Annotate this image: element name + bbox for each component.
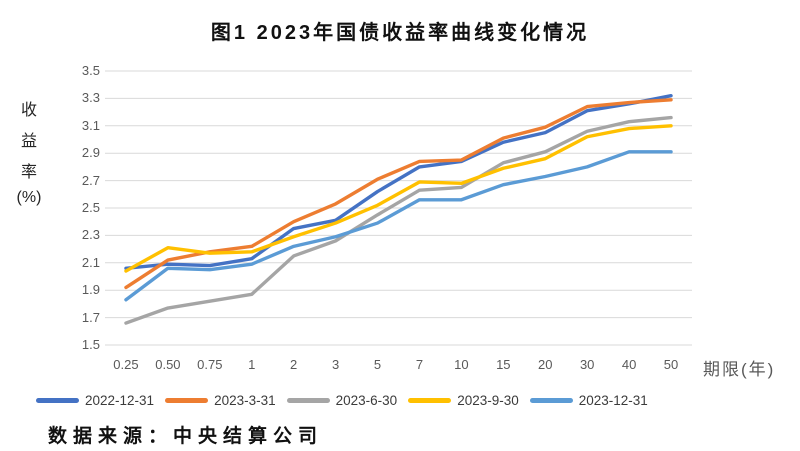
y-tick-label: 3.1 xyxy=(81,117,100,133)
y-tick-label: 2.7 xyxy=(81,172,100,188)
y-tick-label: 3.3 xyxy=(81,90,100,106)
data-source-note: 数据来源：中央结算公司 xyxy=(48,426,324,447)
legend-label: 2023-6-30 xyxy=(335,393,398,408)
y-axis-title-line: 率 xyxy=(20,164,37,181)
x-tick-label: 1 xyxy=(248,357,256,372)
legend-label: 2023-3-31 xyxy=(214,393,276,408)
legend-line-marker xyxy=(529,398,573,403)
legend-line-marker xyxy=(286,398,330,403)
series-line-2022-12-31 xyxy=(124,93,673,270)
x-tick-label: 2 xyxy=(290,357,298,372)
x-tick-label: 40 xyxy=(621,357,637,372)
x-tick-label: 30 xyxy=(579,357,595,372)
legend-line-marker xyxy=(408,398,452,403)
legend-item-2023-6-30: 2023-6-30 xyxy=(286,393,398,408)
x-tick-label: 0.50 xyxy=(155,357,181,372)
y-tick-label: 1.7 xyxy=(81,309,100,325)
legend-line-marker xyxy=(165,398,209,403)
x-tick-label: 0.25 xyxy=(113,357,139,372)
legend-label: 2023-12-31 xyxy=(578,393,648,408)
x-tick-label: 10 xyxy=(454,357,469,372)
y-axis-title: 收 益 率 (%) xyxy=(12,96,46,207)
series-line-2023-6-30 xyxy=(124,115,673,325)
x-tick-label: 3 xyxy=(331,357,340,372)
legend-label: 2023-9-30 xyxy=(457,393,519,408)
y-axis-title-line: 益 xyxy=(20,133,37,150)
legend-item-2022-12-31: 2022-12-31 xyxy=(36,393,154,408)
legend-line-marker xyxy=(36,398,79,403)
y-axis-title-line: (%) xyxy=(16,189,42,206)
y-tick-label: 2.1 xyxy=(81,254,100,270)
x-tick-label: 5 xyxy=(373,357,382,372)
y-tick-label: 2.5 xyxy=(81,200,100,215)
legend-item-2023-3-31: 2023-3-31 xyxy=(165,393,276,408)
chart-title: 图1 2023年国债收益率曲线变化情况 xyxy=(210,22,590,44)
series-line-2023-12-31 xyxy=(124,150,673,302)
y-tick-label: 1.5 xyxy=(81,337,100,352)
x-tick-label: 50 xyxy=(663,357,679,372)
legend-item-2023-9-30: 2023-9-30 xyxy=(408,393,519,408)
y-axis-title-line: 收 xyxy=(20,102,37,119)
chart-legend: 2022-12-31 2023-3-31 2023-6-30 2023-9-30 202… xyxy=(36,393,648,408)
x-tick-label: 15 xyxy=(496,357,511,372)
y-tick-label: 1.9 xyxy=(81,282,100,298)
legend-item-2023-12-31: 2023-12-31 xyxy=(529,393,648,408)
x-tick-label: 0.75 xyxy=(197,357,223,372)
x-axis-title: 期限(年) xyxy=(703,360,776,379)
x-tick-label: 7 xyxy=(415,357,424,372)
y-tick-label: 3.5 xyxy=(81,63,100,78)
series-line-2023-3-31 xyxy=(124,98,673,290)
x-tick-label: 20 xyxy=(538,357,553,372)
y-tick-label: 2.3 xyxy=(81,227,100,243)
legend-label: 2022-12-31 xyxy=(85,393,155,408)
series-line-2023-9-30 xyxy=(124,124,673,273)
y-tick-label: 2.9 xyxy=(81,145,100,161)
